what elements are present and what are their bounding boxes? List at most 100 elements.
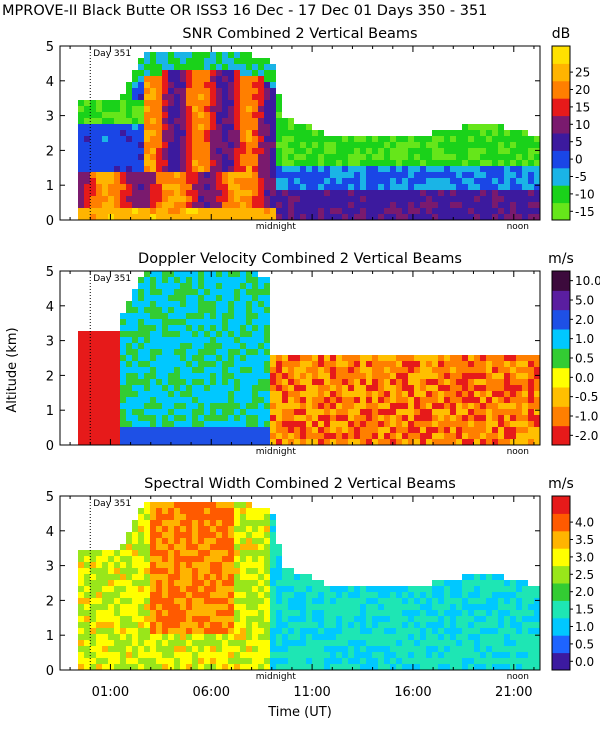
heatmap-cell — [252, 355, 258, 361]
heatmap-cell — [162, 52, 168, 58]
heatmap-cell — [282, 580, 288, 586]
heatmap-cell — [210, 112, 216, 118]
heatmap-cell — [486, 202, 492, 208]
heatmap-cell — [258, 196, 264, 202]
heatmap-cell — [240, 397, 246, 403]
heatmap-cell — [378, 160, 384, 166]
heatmap-cell — [276, 433, 282, 439]
heatmap-cell — [426, 658, 432, 664]
heatmap-cell — [522, 592, 528, 598]
heatmap-cell — [198, 421, 204, 427]
heatmap-cell — [138, 172, 144, 178]
heatmap-cell — [264, 409, 270, 415]
heatmap-cell — [192, 112, 198, 118]
heatmap-cell — [144, 574, 150, 580]
heatmap-cell — [270, 574, 276, 580]
heatmap-cell — [84, 415, 90, 421]
heatmap-cell — [258, 202, 264, 208]
heatmap-cell — [144, 640, 150, 646]
heatmap-cell — [192, 568, 198, 574]
heatmap-cell — [270, 415, 276, 421]
heatmap-cell — [384, 148, 390, 154]
heatmap-cell — [222, 76, 228, 82]
heatmap-cell — [246, 586, 252, 592]
heatmap-cell — [360, 142, 366, 148]
heatmap-cell — [162, 106, 168, 112]
heatmap-cell — [288, 415, 294, 421]
heatmap-cell — [444, 355, 450, 361]
heatmap-cell — [288, 160, 294, 166]
heatmap-cell — [492, 361, 498, 367]
colorbar-tick-label: 3.0 — [575, 550, 594, 564]
heatmap-cell — [252, 544, 258, 550]
heatmap-cell — [114, 112, 120, 118]
heatmap-cell — [240, 580, 246, 586]
heatmap-cell — [438, 391, 444, 397]
heatmap-cell — [84, 628, 90, 634]
heatmap-cell — [186, 508, 192, 514]
heatmap-cell — [120, 148, 126, 154]
heatmap-cell — [204, 580, 210, 586]
heatmap-cell — [246, 208, 252, 214]
heatmap-cell — [102, 214, 108, 220]
y-tick-label: 5 — [46, 490, 54, 505]
heatmap-cell — [360, 148, 366, 154]
heatmap-cell — [162, 100, 168, 106]
heatmap-cell — [420, 184, 426, 190]
heatmap-cell — [270, 526, 276, 532]
heatmap-cell — [264, 214, 270, 220]
heatmap-cell — [144, 154, 150, 160]
heatmap-cell — [384, 154, 390, 160]
heatmap-cell — [438, 664, 444, 670]
heatmap-cell — [492, 190, 498, 196]
heatmap-cell — [522, 367, 528, 373]
heatmap-cell — [264, 379, 270, 385]
heatmap-cell — [510, 385, 516, 391]
heatmap-cell — [516, 196, 522, 202]
heatmap-cell — [192, 355, 198, 361]
heatmap-cell — [282, 355, 288, 361]
heatmap-cell — [516, 664, 522, 670]
heatmap-cell — [534, 379, 540, 385]
heatmap-cell — [180, 367, 186, 373]
heatmap-cell — [240, 307, 246, 313]
heatmap-cell — [282, 646, 288, 652]
heatmap-cell — [132, 526, 138, 532]
heatmap-cell — [432, 196, 438, 202]
heatmap-cell — [210, 634, 216, 640]
heatmap-cell — [162, 124, 168, 130]
heatmap-cell — [348, 190, 354, 196]
heatmap-cell — [474, 652, 480, 658]
heatmap-cell — [144, 397, 150, 403]
heatmap-cell — [198, 52, 204, 58]
heatmap-cell — [228, 514, 234, 520]
heatmap-cell — [408, 202, 414, 208]
heatmap-cell — [90, 343, 96, 349]
heatmap-cell — [522, 172, 528, 178]
heatmap-cell — [486, 160, 492, 166]
heatmap-cell — [108, 646, 114, 652]
heatmap-cell — [366, 610, 372, 616]
heatmap-cell — [456, 622, 462, 628]
heatmap-cell — [180, 277, 186, 283]
heatmap-cell — [222, 526, 228, 532]
heatmap-cell — [132, 550, 138, 556]
heatmap-cell — [486, 214, 492, 220]
heatmap-cell — [246, 331, 252, 337]
heatmap-cell — [276, 397, 282, 403]
heatmap-cell — [354, 592, 360, 598]
heatmap-cell — [258, 628, 264, 634]
heatmap-cell — [432, 652, 438, 658]
heatmap-cell — [222, 214, 228, 220]
heatmap-cell — [132, 337, 138, 343]
heatmap-cell — [132, 208, 138, 214]
heatmap-cell — [480, 409, 486, 415]
heatmap-cell — [156, 64, 162, 70]
heatmap-cell — [282, 124, 288, 130]
heatmap-cell — [162, 598, 168, 604]
heatmap-cell — [192, 544, 198, 550]
heatmap-cell — [180, 592, 186, 598]
heatmap-cell — [402, 160, 408, 166]
heatmap-cell — [516, 652, 522, 658]
